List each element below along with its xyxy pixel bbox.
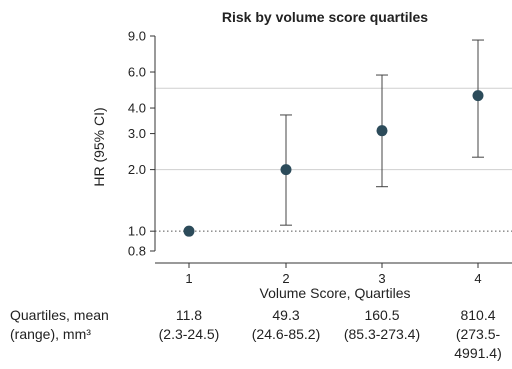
x-tick-label-3: 3 — [378, 271, 385, 286]
quartile-cell-1: 11.8 (2.3-24.5) — [158, 307, 220, 342]
x-tick-label-4: 4 — [474, 271, 481, 286]
y-tick-label-3.0: 3.0 — [128, 126, 146, 141]
chart-title: Risk by volume score quartiles — [222, 9, 428, 25]
y-tick-label-6.0: 6.0 — [128, 65, 146, 80]
y-tick-label-1.0: 1.0 — [128, 224, 146, 239]
y-tick-label-0.8: 0.8 — [128, 244, 146, 259]
hr-point-q2 — [280, 164, 292, 176]
quartile-row-label: Quartiles, mean (range), mm³ — [10, 307, 109, 342]
y-tick-label-9.0: 9.0 — [128, 29, 146, 44]
hr-point-q4 — [472, 90, 484, 102]
hr-point-q3 — [376, 125, 388, 137]
hr-point-q1 — [183, 225, 195, 237]
y-tick-label-4.0: 4.0 — [128, 101, 146, 116]
quartile-cell-3: 160.5 (85.3-273.4) — [343, 307, 421, 342]
x-tick-label-1: 1 — [185, 271, 192, 286]
x-axis-label: Volume Score, Quartiles — [260, 285, 411, 301]
y-axis-label: HR (95% CI) — [91, 107, 107, 186]
y-tick-label-2.0: 2.0 — [128, 162, 146, 177]
x-tick-label-2: 2 — [282, 271, 289, 286]
quartile-cell-2: 49.3 (24.6-85.2) — [251, 307, 321, 342]
quartile-cell-4: 810.4 (273.5- 4991.4) — [454, 307, 502, 361]
